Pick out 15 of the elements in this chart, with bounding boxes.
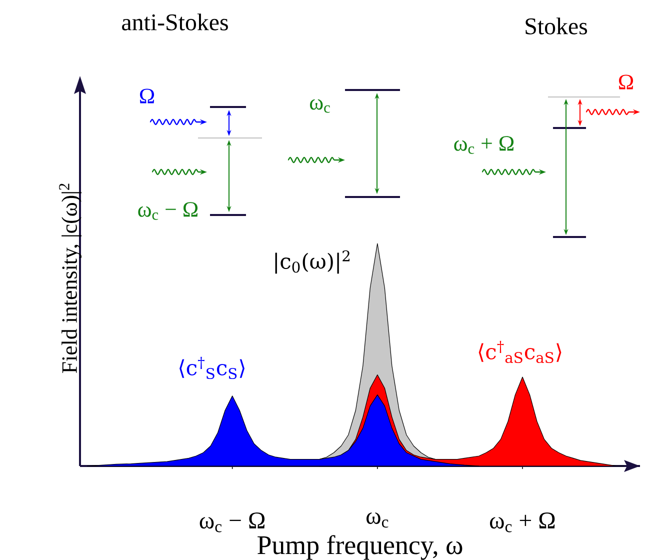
text: Stokes bbox=[526, 18, 588, 34]
series-label: |c$_{0}$(ω)|$^{2}$ bbox=[275, 250, 350, 274]
text: ω$_{c}$ + Ω bbox=[454, 136, 514, 154]
text: ω$_{c}$ bbox=[310, 99, 330, 113]
series-label: ⟨c$^{†}$$_{S}$c$_{S}$⟩ bbox=[180, 356, 244, 380]
text: Ω bbox=[140, 88, 154, 104]
text: ω$_{c}$ − Ω bbox=[138, 202, 198, 220]
x-tick-label: ω$_{c}$ − Ω bbox=[200, 512, 265, 532]
text: anti-Stokes bbox=[122, 14, 228, 30]
x-axis-title: Pump frequency, ω bbox=[258, 535, 462, 560]
series-label: ⟨c$^{†}$$_{aS}$c$_{aS}$⟩ bbox=[478, 340, 562, 364]
text: Ω bbox=[619, 74, 634, 90]
x-tick-label: ω$_{c}$ bbox=[366, 512, 388, 528]
y-axis-title: Field intensity, |c(ω)|$^{2}$ bbox=[59, 184, 82, 374]
x-tick-label: ω$_{c}$ + Ω bbox=[490, 512, 555, 532]
